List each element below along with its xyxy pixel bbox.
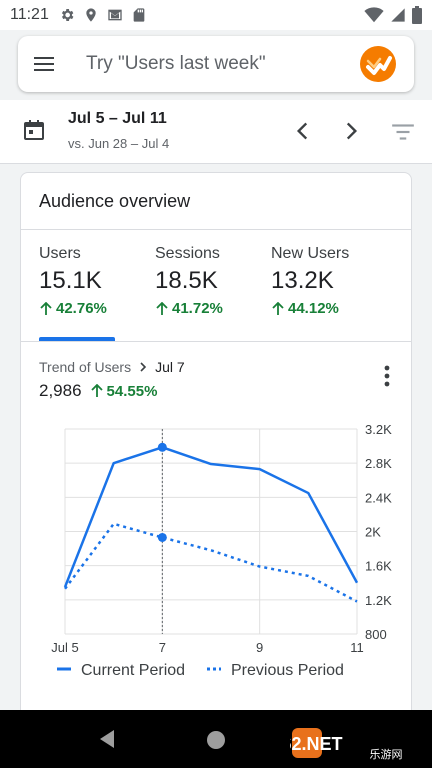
previous-period-line — [63, 522, 358, 603]
y-tick-label: 2.8K — [365, 456, 392, 471]
watermark-subtext: 乐游网 — [370, 748, 403, 761]
metric-delta: 41.72% — [155, 300, 223, 317]
metric-delta-value: 42.76% — [56, 300, 107, 317]
metric-delta: 44.12% — [271, 300, 349, 317]
calendar-icon[interactable] — [22, 118, 46, 142]
watermark-logo: 962.NET 乐游网 — [290, 728, 403, 761]
sd-card-icon — [133, 8, 145, 22]
metric-value: 18.5K — [155, 267, 218, 294]
card-title: Audience overview — [39, 191, 191, 211]
y-tick-label: 3.2K — [365, 422, 392, 437]
date-range-bar: Jul 5 – Jul 11 vs. Jun 28 – Jul 4 — [0, 100, 432, 164]
divider — [21, 229, 411, 230]
x-tick-label: 11 — [350, 640, 364, 655]
y-tick-label: 1.2K — [365, 593, 392, 608]
status-bar: 11:21 — [0, 0, 432, 30]
more-vert-icon[interactable] — [377, 363, 397, 389]
compare-range: vs. Jun 28 – Jul 4 — [68, 136, 170, 151]
search-bar[interactable]: Try "Users last week" — [18, 36, 414, 92]
home-icon[interactable] — [206, 730, 226, 750]
arrow-up-icon — [90, 384, 103, 397]
arrow-up-icon — [40, 301, 52, 315]
signal-icon — [391, 8, 405, 22]
trend-delta: 54.55% — [90, 382, 158, 400]
users-trend-chart[interactable]: 3.2K 2.8K 2.4K 2K 1.6K 1.2K 800 Jul 5 7 9 11 Curren… — [21, 173, 411, 703]
location-icon — [86, 8, 96, 22]
chevron-right-icon[interactable] — [338, 118, 364, 144]
watermark-text: 962.NET — [290, 734, 343, 754]
wifi-icon — [364, 7, 384, 23]
x-tick-label: 9 — [256, 640, 263, 655]
trend-value: 2,986 — [39, 381, 82, 400]
current-period-line — [63, 446, 359, 588]
divider — [21, 341, 411, 342]
metric-value: 13.2K — [271, 267, 334, 294]
trend-value-row: 2,986 54.55% — [39, 381, 157, 401]
metric-label: Sessions — [155, 245, 220, 262]
legend-previous-label: Previous Period — [231, 662, 344, 679]
metric-label: New Users — [271, 245, 350, 262]
metric-users[interactable]: Users 15.1K 42.76% — [39, 245, 107, 317]
battery-icon — [412, 6, 422, 24]
legend-current-label: Current Period — [81, 662, 185, 679]
trend-delta-value: 54.55% — [106, 382, 158, 400]
date-range[interactable]: Jul 5 – Jul 11 — [68, 110, 167, 127]
current-period-point — [157, 442, 167, 452]
metric-delta: 42.76% — [39, 300, 107, 317]
chevron-left-icon[interactable] — [290, 118, 316, 144]
x-tick-label: 7 — [159, 640, 166, 655]
back-icon[interactable] — [96, 728, 118, 750]
y-tick-label: 2K — [365, 525, 381, 540]
menu-button[interactable] — [18, 36, 70, 92]
selected-metric-indicator — [39, 337, 115, 341]
y-tick-label: 2.4K — [365, 490, 392, 505]
metric-delta-value: 44.12% — [288, 300, 339, 317]
trend-breadcrumb: Trend of Users Jul 7 — [39, 359, 185, 375]
metric-delta-value: 41.72% — [172, 300, 223, 317]
y-tick-label: 1.6K — [365, 559, 392, 574]
search-input[interactable]: Try "Users last week" — [86, 53, 266, 74]
previous-period-point — [157, 532, 167, 542]
y-tick-label: 800 — [365, 627, 387, 642]
gmail-icon — [108, 9, 122, 21]
trend-date: Jul 7 — [155, 359, 185, 375]
gear-icon — [61, 9, 74, 21]
audience-overview-card: Audience overview Users 15.1K 42.76% Ses… — [20, 172, 412, 732]
status-time: 11:21 — [10, 6, 49, 23]
metric-sessions[interactable]: Sessions 18.5K 41.72% — [155, 245, 223, 317]
metric-value: 15.1K — [39, 267, 102, 294]
x-tick-label: Jul 5 — [51, 640, 78, 655]
system-nav-bar: 962.NET 乐游网 — [0, 710, 432, 768]
chevron-right-icon — [140, 362, 147, 372]
trend-label: Trend of Users — [39, 359, 132, 375]
analytics-logo-icon[interactable] — [358, 44, 398, 84]
metric-label: Users — [39, 245, 81, 262]
metric-new-users[interactable]: New Users 13.2K 44.12% — [271, 245, 349, 317]
hamburger-menu-icon — [34, 57, 54, 71]
arrow-up-icon — [156, 301, 168, 315]
filter-icon[interactable] — [390, 119, 416, 145]
arrow-up-icon — [272, 301, 284, 315]
